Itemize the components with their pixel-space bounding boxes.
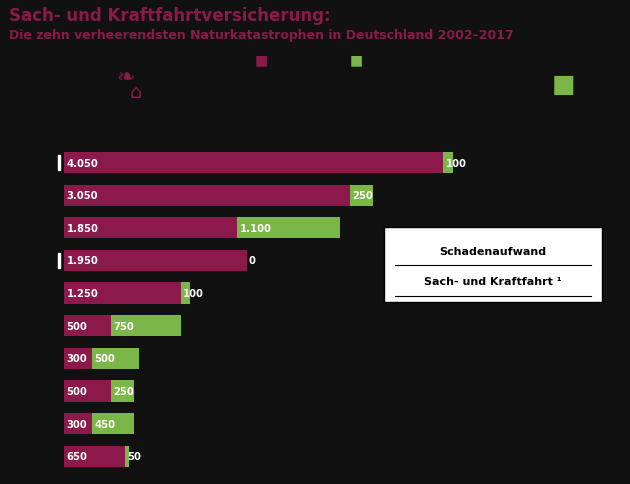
Text: 4.050: 4.050 bbox=[67, 158, 98, 168]
Bar bbox=[92, 413, 134, 434]
Text: ⌂: ⌂ bbox=[129, 82, 142, 102]
Bar bbox=[64, 316, 111, 337]
Bar bbox=[57, 254, 60, 268]
Text: 650: 650 bbox=[67, 452, 88, 461]
Text: ■: ■ bbox=[350, 54, 362, 67]
Text: 300: 300 bbox=[67, 354, 87, 363]
Bar bbox=[64, 348, 92, 369]
Text: Die zehn verheerendsten Naturkatastrophen in Deutschland 2002–2017: Die zehn verheerendsten Naturkatastrophe… bbox=[9, 29, 514, 42]
Bar bbox=[57, 156, 60, 170]
Text: ■: ■ bbox=[255, 54, 268, 67]
Bar bbox=[64, 152, 444, 174]
Text: 750: 750 bbox=[113, 321, 134, 331]
Text: 500: 500 bbox=[67, 386, 88, 396]
Bar bbox=[444, 152, 453, 174]
Text: 100: 100 bbox=[183, 288, 204, 299]
Bar bbox=[64, 380, 111, 402]
Bar bbox=[64, 250, 246, 272]
Bar bbox=[238, 218, 340, 239]
Text: ■: ■ bbox=[552, 73, 576, 97]
Bar bbox=[111, 316, 181, 337]
Bar bbox=[64, 185, 350, 206]
Bar bbox=[181, 283, 190, 304]
Text: 0: 0 bbox=[249, 256, 256, 266]
Text: Sach- und Kraftfahrt ¹: Sach- und Kraftfahrt ¹ bbox=[424, 276, 562, 287]
Text: Schadenaufwand: Schadenaufwand bbox=[439, 246, 547, 257]
Bar bbox=[125, 446, 129, 467]
Text: 1.950: 1.950 bbox=[67, 256, 98, 266]
Text: 1.100: 1.100 bbox=[239, 223, 272, 233]
Bar bbox=[350, 185, 373, 206]
Text: 250: 250 bbox=[113, 386, 134, 396]
Text: 450: 450 bbox=[94, 419, 115, 429]
Bar bbox=[64, 283, 181, 304]
Bar bbox=[111, 380, 134, 402]
Bar bbox=[64, 446, 125, 467]
Text: 3.050: 3.050 bbox=[67, 191, 98, 201]
Bar bbox=[64, 413, 92, 434]
Text: 500: 500 bbox=[94, 354, 115, 363]
Text: 1.850: 1.850 bbox=[67, 223, 98, 233]
Bar bbox=[64, 218, 238, 239]
Text: Sach- und Kraftfahrtversicherung:: Sach- und Kraftfahrtversicherung: bbox=[9, 7, 331, 25]
Text: 300: 300 bbox=[67, 419, 87, 429]
Text: 250: 250 bbox=[352, 191, 373, 201]
Text: 50: 50 bbox=[127, 452, 141, 461]
Text: 500: 500 bbox=[67, 321, 88, 331]
Text: 1.250: 1.250 bbox=[67, 288, 98, 299]
Bar bbox=[92, 348, 139, 369]
Text: 100: 100 bbox=[446, 158, 467, 168]
Text: ❧: ❧ bbox=[117, 67, 135, 88]
